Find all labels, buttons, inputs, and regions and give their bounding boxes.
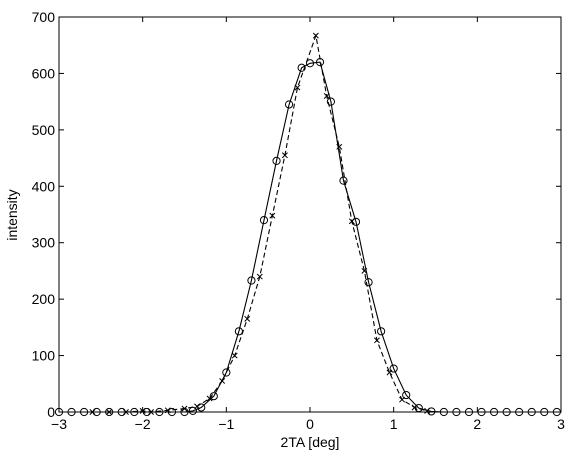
data-point	[361, 267, 368, 274]
data-point	[89, 409, 96, 415]
y-tick-label: 500	[32, 122, 56, 138]
x-tick-label: 1	[390, 416, 398, 432]
data-point	[464, 407, 474, 417]
data-point	[439, 407, 448, 417]
data-point	[339, 176, 348, 185]
data-point	[80, 407, 89, 417]
data-point	[294, 84, 301, 91]
y-tick-label: 100	[32, 348, 56, 364]
x-tick-label: 3	[557, 416, 565, 432]
data-point	[424, 407, 431, 414]
series-line	[92, 33, 428, 413]
y-axis-label: intensity	[4, 189, 20, 240]
x-tick-label: −1	[218, 416, 234, 432]
plot-area	[58, 16, 562, 413]
data-point	[540, 407, 549, 417]
data-point	[206, 395, 213, 402]
data-point	[54, 407, 64, 417]
ticks-layer: −3 −2 −1 0 1 2 3 0 100 200 300 400 500 600 700	[32, 9, 565, 432]
data-point	[326, 97, 336, 106]
data-point	[256, 273, 263, 280]
data-point	[259, 216, 269, 225]
data-point	[281, 152, 288, 159]
y-tick-label: 400	[32, 178, 56, 194]
data-point	[515, 407, 524, 417]
y-tick-label: 300	[32, 235, 56, 251]
x-tick-label: 2	[473, 416, 481, 432]
data-point	[305, 59, 315, 68]
data-point	[181, 405, 188, 412]
data-point	[312, 32, 319, 39]
data-point	[411, 404, 418, 411]
data-point	[297, 63, 306, 72]
data-point	[209, 392, 218, 401]
data-point	[122, 409, 129, 415]
data-point	[231, 352, 238, 359]
data-point	[67, 407, 76, 417]
x-tick-label: −3	[51, 416, 67, 432]
data-point	[336, 143, 343, 150]
x-tick-label: 0	[306, 416, 314, 432]
data-point	[106, 409, 113, 415]
data-point	[552, 407, 561, 417]
data-point	[284, 100, 294, 109]
data-point	[477, 407, 486, 417]
data-point	[452, 407, 461, 417]
x-tick-label: −2	[135, 416, 151, 432]
y-tick-label: 0	[47, 404, 55, 420]
data-point	[377, 327, 386, 336]
data-point	[502, 407, 511, 417]
data-point	[323, 93, 330, 99]
data-point	[269, 212, 276, 219]
data-point	[148, 409, 154, 415]
data-point	[272, 156, 281, 165]
data-point	[373, 337, 380, 344]
data-point	[402, 390, 411, 400]
x-axis-label: 2TA [deg]	[281, 434, 340, 450]
data-point	[155, 407, 164, 417]
series-layer	[54, 32, 561, 417]
data-point	[167, 407, 177, 417]
data-point	[219, 378, 226, 384]
data-point	[194, 403, 201, 410]
data-point	[348, 218, 355, 225]
data-point	[386, 369, 393, 376]
y-tick-label: 600	[32, 65, 56, 81]
data-point	[489, 407, 499, 417]
data-point	[364, 278, 373, 287]
y-tick-label: 700	[32, 9, 56, 25]
data-point	[244, 315, 251, 322]
series-2	[89, 32, 431, 415]
data-point	[527, 407, 536, 417]
data-point	[389, 364, 398, 373]
data-point	[139, 407, 146, 414]
data-point	[222, 368, 231, 377]
data-point	[164, 407, 171, 414]
data-point	[247, 276, 256, 285]
data-point	[130, 407, 139, 417]
data-point	[399, 396, 405, 403]
y-tick-label: 200	[32, 291, 56, 307]
